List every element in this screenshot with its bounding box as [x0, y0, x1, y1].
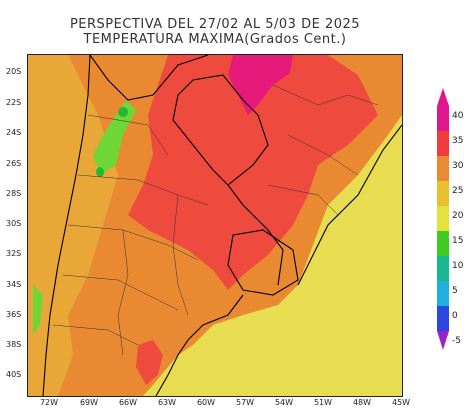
lon-label: 66W [118, 398, 138, 407]
lon-label: 51W [313, 398, 333, 407]
colorbar [437, 88, 449, 350]
fill-dark-green-peak-1 [118, 107, 128, 117]
colorbar-label: 0 [452, 311, 458, 321]
colorbar-label: 35 [452, 136, 464, 146]
map-title: PERSPECTIVA DEL 27/02 AL 5/03 DE 2025 [69, 17, 361, 32]
lat-label: 32S [6, 249, 22, 258]
border-brazil-argentina [227, 184, 284, 286]
country-borders [42, 55, 402, 396]
fill-yellow-coast [178, 115, 402, 396]
lat-label: 40S [6, 370, 22, 379]
province-line-7 [172, 194, 189, 316]
fill-magenta-hotspot [228, 55, 293, 115]
colorbar-bin-35 [437, 131, 449, 156]
colorbar-label: 40 [452, 111, 464, 121]
lat-label: 38S [6, 340, 22, 349]
lon-label: 45W [391, 398, 411, 407]
lat-label: 36S [6, 310, 22, 319]
lat-label: 34S [6, 280, 22, 289]
colorbar-extend-bottom [437, 331, 449, 350]
lon-label: 57W [235, 398, 255, 407]
colorbar-bin-10 [437, 256, 449, 281]
colorbar-label: -5 [452, 336, 461, 346]
province-line-9 [272, 84, 379, 106]
colorbar-label: 20 [452, 211, 464, 221]
lon-label: 69W [79, 398, 99, 407]
province-borders [52, 84, 379, 356]
province-line-10 [267, 184, 339, 216]
province-line-1 [87, 114, 169, 156]
fill-red-zone [128, 55, 378, 290]
colorbar-extend-top [437, 88, 449, 106]
colorbar-label: 25 [452, 186, 464, 196]
coastline-argentina [155, 294, 244, 396]
colorbar-bin-20 [437, 206, 449, 231]
colorbar-bin-40 [437, 106, 449, 131]
lat-label: 28S [6, 189, 22, 198]
province-line-6 [117, 229, 129, 356]
colorbar-bin-0 [437, 306, 449, 331]
colorbar-label: 15 [452, 236, 464, 246]
province-line-2 [77, 174, 209, 206]
lon-label: 72W [39, 398, 59, 407]
lat-label: 26S [6, 159, 22, 168]
lon-label: 63W [157, 398, 177, 407]
lat-label: 22S [6, 98, 22, 107]
colorbar-bin-30 [437, 156, 449, 181]
lat-label: 24S [6, 128, 22, 137]
lon-label: 48W [352, 398, 372, 407]
lon-label: 54W [274, 398, 294, 407]
fill-green-andes-south [33, 285, 43, 335]
fill-green-andes-north [93, 100, 136, 175]
province-line-8 [287, 134, 359, 176]
border-paraguay [172, 74, 269, 186]
province-line-3 [67, 224, 199, 261]
colorbar-label: 5 [452, 286, 458, 296]
fill-dark-green-peak-2 [96, 167, 104, 177]
lat-label: 30S [6, 219, 22, 228]
province-line-5 [52, 324, 139, 346]
colorbar-bin-15 [437, 231, 449, 256]
province-line-4 [62, 274, 179, 311]
colorbar-label: 30 [452, 161, 464, 171]
fill-red-south [136, 340, 163, 385]
map-canvas [28, 55, 402, 396]
lon-label: 60W [196, 398, 216, 407]
colorbar-bin-5 [437, 281, 449, 306]
colorbar-bin-25 [437, 181, 449, 206]
border-bolivia [89, 55, 209, 101]
lat-label: 20S [6, 67, 22, 76]
colorbar-label: 10 [452, 261, 464, 271]
border-uruguay [227, 229, 299, 296]
border-chile-argentina [42, 55, 91, 396]
map-subtitle: TEMPERATURA MAXIMA(Grados Cent.) [83, 32, 347, 47]
temperature-map [27, 54, 403, 397]
coastline-east [297, 124, 402, 286]
